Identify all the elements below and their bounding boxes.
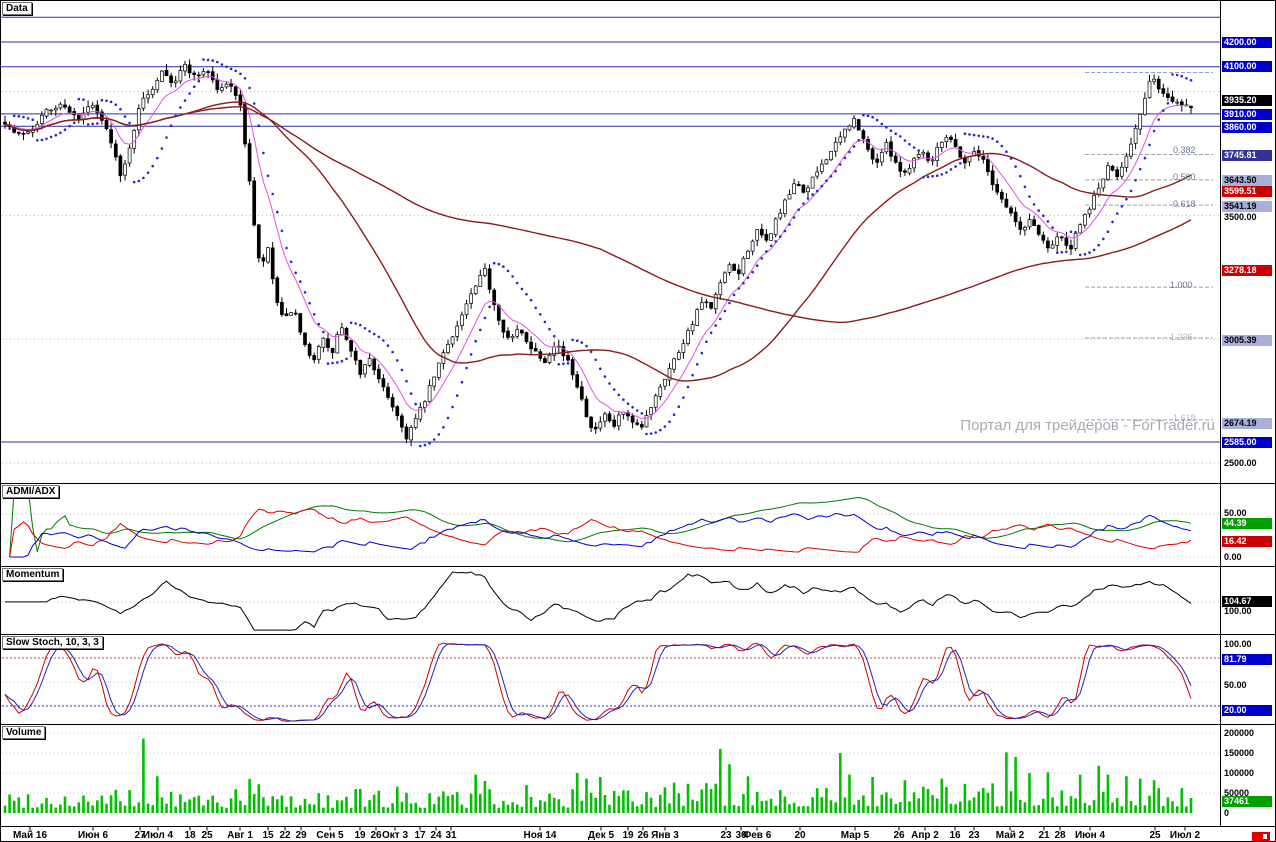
watermark: Портал для трейдеров - ForTrader.ru: [960, 417, 1215, 434]
corner-red-marker-icon: [1252, 832, 1270, 841]
